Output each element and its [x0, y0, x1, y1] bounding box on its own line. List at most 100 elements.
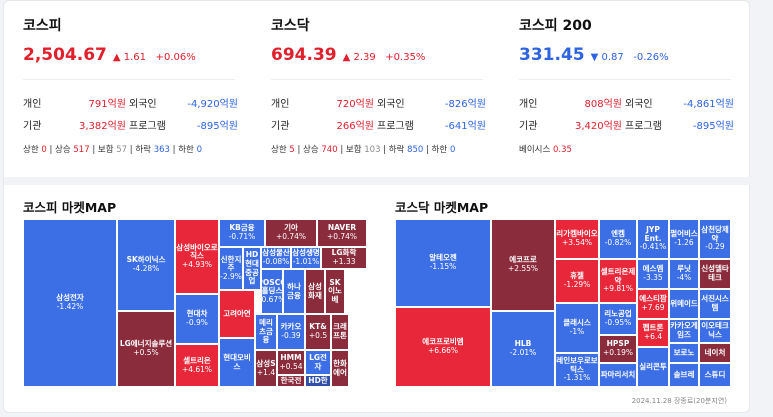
- stock-change: +0.74%: [326, 232, 358, 241]
- stock-name: 에코프로: [509, 255, 537, 265]
- stock-change: +0.54: [279, 361, 303, 371]
- map-cell[interactable]: 셀트리온제약 +9.81%: [599, 259, 637, 303]
- map-cell[interactable]: LG화학 +1.33: [321, 247, 367, 269]
- map-cell[interactable]: 펄어비스 -1.26: [669, 219, 699, 259]
- stock-name: 현대모비스: [223, 352, 251, 371]
- map-cell[interactable]: NAVER +0.74%: [317, 219, 367, 247]
- map-cell[interactable]: 보로노: [669, 343, 699, 363]
- map-cell[interactable]: 루닛 -4%: [669, 259, 699, 289]
- map-cell[interactable]: 서진시스템: [699, 289, 731, 319]
- breadth-stats: 베이시스 0.35: [519, 145, 572, 155]
- stock-name: 보로노: [673, 347, 695, 357]
- kosdaq-market-map: 알테오젠 -1.15% 에코프로비엠 +6.66% 에코프로 +2.55% HLB -2.01…: [395, 219, 731, 387]
- map-cell[interactable]: KB금융 -0.71%: [219, 219, 265, 247]
- map-cell[interactable]: JYP Ent. -0.41%: [637, 219, 669, 259]
- stock-change: -3.35: [643, 273, 663, 282]
- map-cell[interactable]: LG에너지솔루션 +0.5%: [117, 311, 175, 387]
- map-cell[interactable]: 에스엠 -3.35: [637, 259, 669, 289]
- map-cell[interactable]: SK이노베: [325, 269, 345, 314]
- map-cell[interactable]: 카카오게임즈: [669, 319, 699, 343]
- index-change: ▼ 0.87 -0.26%: [590, 52, 669, 63]
- stock-change: +6.4: [643, 332, 663, 341]
- map-cell[interactable]: 이오테크닉스: [699, 319, 731, 343]
- map-cell[interactable]: 네이처: [699, 343, 731, 363]
- map-cell[interactable]: 펩트론 +6.4: [637, 319, 669, 347]
- map-cell[interactable]: 삼성전자 -1.42%: [23, 219, 117, 387]
- map-cell[interactable]: LG전자: [305, 350, 331, 375]
- stock-change: +0.74%: [275, 232, 307, 241]
- index-panel[interactable]: 코스닥 694.39 ▲ 2.39 +0.35% 개인 720억원 외국인 -82…: [271, 15, 486, 155]
- map-cell[interactable]: 리가켐바이오 +3.54%: [555, 219, 599, 259]
- map-cell[interactable]: 신성델타테크: [699, 259, 731, 289]
- map-cell[interactable]: 에코프로비엠 +6.66%: [395, 307, 491, 387]
- stock-name: 휴젤: [570, 271, 584, 281]
- map-cell[interactable]: 한국전: [277, 375, 305, 387]
- map-cell[interactable]: 크래프톤: [331, 314, 349, 350]
- stock-name: SK하이닉스: [126, 255, 166, 265]
- map-cell[interactable]: HMM +0.54: [277, 350, 305, 375]
- map-cell[interactable]: 솔브레: [669, 363, 699, 387]
- stock-change: -0.9%: [186, 318, 208, 327]
- market-summary-card: 코스피 2,504.67 ▲ 1.61 +0.06% 개인 791억원 외국인 -…: [3, 0, 751, 413]
- map-cell[interactable]: 고려아연: [219, 290, 255, 338]
- stock-change: +9.81%: [602, 284, 634, 294]
- map-cell[interactable]: 에스티팜 +7.69: [637, 289, 669, 319]
- stock-name: 삼성화재: [308, 281, 322, 300]
- map-cell[interactable]: 삼천당제약 -0.29: [699, 219, 731, 259]
- index-name: 코스피: [23, 18, 62, 34]
- index-change: ▲ 1.61 +0.06%: [112, 52, 196, 63]
- stock-name: NAVER: [327, 223, 357, 233]
- map-cell[interactable]: 현대모비스: [219, 338, 255, 387]
- map-cell[interactable]: 메리츠금융: [255, 314, 277, 350]
- breadth-stats: 상한 0 | 상승 517 | 보합 57 | 하락 363 | 하한 0: [23, 145, 202, 155]
- map-cell[interactable]: 삼성S +1.4: [255, 350, 277, 387]
- map-cell[interactable]: 현대차 -0.9%: [175, 294, 219, 344]
- map-cell[interactable]: KT& +0.5: [305, 314, 331, 350]
- stock-change: -0.95%: [604, 318, 632, 327]
- stock-name: 삼천당제약: [701, 225, 729, 243]
- map-cell[interactable]: 신한지주 -2.9%: [219, 247, 243, 290]
- map-cell[interactable]: 삼성생명 -1.01%: [291, 247, 321, 269]
- stock-name: LG에너지솔루션: [119, 339, 173, 349]
- map-cell[interactable]: 삼성바이오로직스 +4.93%: [175, 219, 219, 294]
- map-cell[interactable]: 리노공업 -0.95%: [599, 303, 637, 335]
- map-cell[interactable]: HPSP +0.19%: [599, 335, 637, 363]
- map-cell[interactable]: 카카오 -0.39: [277, 314, 305, 350]
- map-cell[interactable]: 기아 +0.74%: [265, 219, 317, 247]
- stock-name: 에스티팜: [639, 294, 667, 304]
- index-value: 331.45: [519, 45, 585, 65]
- map-cell[interactable]: SK하이닉스 -4.28%: [117, 219, 175, 311]
- investor-row: 기관 3,420억원 프로그램 -895억원: [519, 121, 734, 132]
- map-cell[interactable]: 휴젤 -1.29%: [555, 259, 599, 303]
- investor-row: 개인 791억원 외국인 -4,920억원: [23, 99, 238, 110]
- stock-change: +0.19%: [602, 348, 634, 357]
- map-cell[interactable]: 한화에어: [331, 350, 349, 387]
- map-cell[interactable]: 하나금융: [283, 269, 305, 314]
- map-cell[interactable]: 위메이드: [669, 289, 699, 319]
- map-cell[interactable]: 셀트리온 +4.61%: [175, 344, 219, 387]
- map-cell[interactable]: 에코프로 +2.55%: [491, 219, 555, 311]
- map-cell[interactable]: HD한: [305, 375, 331, 387]
- map-cell[interactable]: 삼성물산 -0.08%: [261, 247, 291, 269]
- stock-change: -0.08%: [262, 257, 290, 266]
- map-cell[interactable]: 알테오젠 -1.15%: [395, 219, 491, 307]
- stock-name: 펄어비스: [670, 229, 698, 239]
- map-cell[interactable]: HLB -2.01%: [491, 311, 555, 387]
- map-cell[interactable]: HD현대중공업: [243, 247, 261, 290]
- stock-name: 이오테크닉스: [701, 321, 729, 339]
- map-cell[interactable]: 클래시스 -1%: [555, 303, 599, 353]
- map-cell[interactable]: 스튜디: [699, 363, 731, 387]
- stock-name: 한국전: [280, 375, 302, 385]
- stock-change: +3.54%: [561, 238, 593, 247]
- stock-name: KB금융: [229, 223, 255, 233]
- map-cell[interactable]: 레인보우로보틱스 -1.31%: [555, 353, 599, 387]
- stock-name: 카카오: [280, 322, 302, 332]
- map-cell[interactable]: POSCO홀딩스-0.67%: [261, 269, 283, 314]
- index-panel[interactable]: 코스피 2,504.67 ▲ 1.61 +0.06% 개인 791억원 외국인 -…: [23, 15, 238, 155]
- map-cell[interactable]: 실리콘투: [637, 347, 669, 387]
- index-panel[interactable]: 코스피 200 331.45 ▼ 0.87 -0.26% 개인 808억원 외국인…: [519, 15, 734, 155]
- map-cell[interactable]: 삼성화재: [305, 269, 325, 314]
- stock-change: +7.69: [641, 303, 665, 312]
- map-cell[interactable]: 파마리서치: [599, 363, 637, 387]
- map-cell[interactable]: 엔켐 -0.82%: [599, 219, 637, 259]
